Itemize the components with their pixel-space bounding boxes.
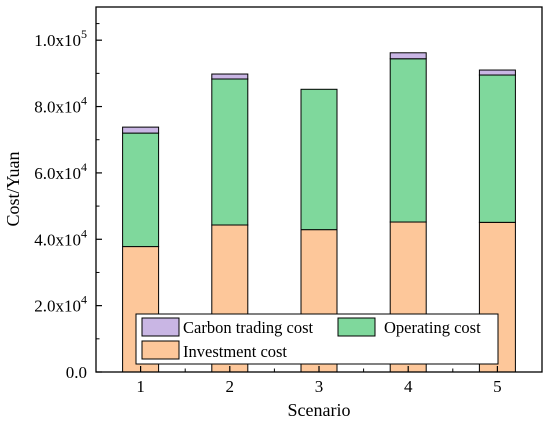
y-tick-label: 0.0: [66, 363, 87, 382]
y-tick-label: 8.0x104: [34, 94, 87, 117]
bar-carbon-trading-cost-scenario-1: [122, 126, 160, 134]
legend-swatch-operating-cost: [337, 317, 376, 337]
bar-operating-cost-scenario-3: [300, 88, 338, 231]
legend-swatch-carbon-trading-cost: [141, 317, 180, 337]
legend-box: [135, 313, 499, 365]
bar-operating-cost-scenario-4: [389, 58, 427, 223]
x-tick-label: 1: [136, 377, 145, 396]
bar-operating-cost-scenario-1: [122, 132, 160, 248]
bar-operating-cost-scenario-5: [478, 74, 516, 223]
bar-carbon-trading-cost-scenario-4: [389, 52, 427, 60]
ticks-layer: 0.0 2.0x104 4.0x104 6.0x104 8.0x104 1.0x105 1 2…: [34, 23, 502, 396]
legend-label-carbon-trading-cost: Carbon trading cost: [183, 318, 314, 337]
legend-label-investment-cost: Investment cost: [183, 342, 287, 361]
y-axis-title: Cost/Yuan: [3, 151, 23, 226]
bar-carbon-trading-cost-scenario-5: [478, 69, 516, 76]
y-tick-label: 1.0x105: [34, 27, 87, 50]
x-tick-label: 3: [315, 377, 324, 396]
y-tick-label: 4.0x104: [34, 226, 87, 249]
y-tick-label: 2.0x104: [34, 293, 87, 316]
x-axis-title: Scenario: [288, 400, 351, 420]
x-tick-label: 5: [493, 377, 502, 396]
x-tick-label: 4: [404, 377, 413, 396]
legend-swatch-investment-cost: [141, 340, 180, 360]
x-tick-label: 2: [226, 377, 235, 396]
legend-label-operating-cost: Operating cost: [384, 318, 481, 337]
bar-carbon-trading-cost-scenario-2: [211, 73, 249, 80]
bar-operating-cost-scenario-2: [211, 78, 249, 226]
y-tick-label: 6.0x104: [34, 160, 87, 183]
legend: Carbon trading cost Operating cost Investm…: [135, 313, 499, 365]
